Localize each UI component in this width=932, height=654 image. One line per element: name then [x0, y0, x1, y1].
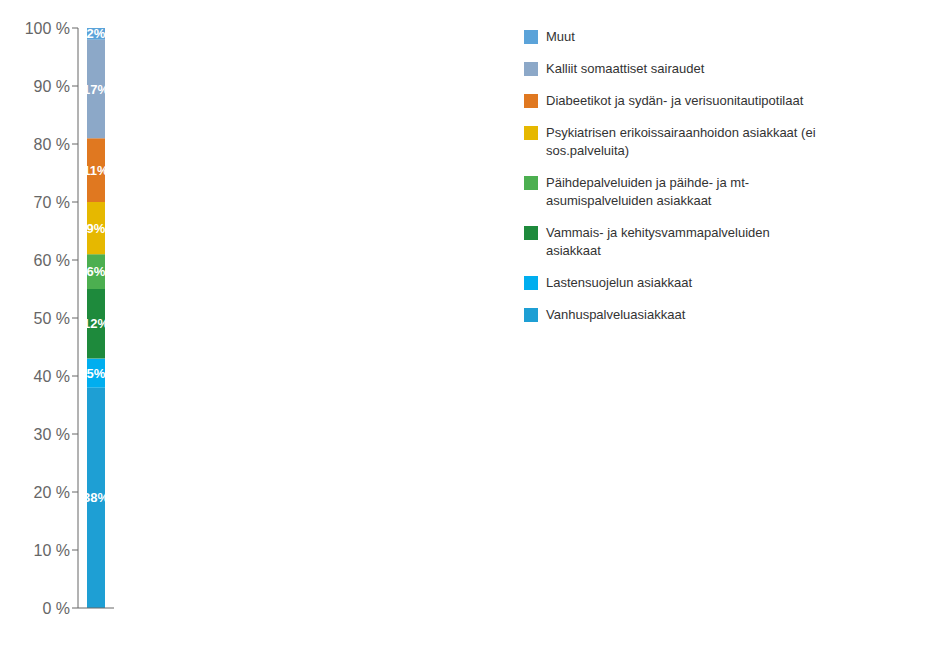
svg-text:2%: 2%: [87, 26, 106, 41]
html-text:Muut: Muut: [546, 29, 575, 44]
svg-text:12%: 12%: [83, 316, 109, 331]
svg-text:38%: 38%: [83, 490, 109, 505]
html-text:Päihdepalveluiden ja päihde- j: Päihdepalveluiden ja päihde- ja mt- asum…: [546, 175, 750, 208]
svg-text:10 %: 10 %: [34, 542, 70, 559]
html-text:Diabeetikot ja sydän- ja veris: Diabeetikot ja sydän- ja verisuonitautip…: [546, 93, 804, 108]
svg-text:70 %: 70 %: [34, 194, 70, 211]
svg-text:9%: 9%: [87, 221, 106, 236]
svg-text:17%: 17%: [83, 82, 109, 97]
svg-text:30 %: 30 %: [34, 426, 70, 443]
svg-text:5%: 5%: [87, 366, 106, 381]
svg-text:11%: 11%: [83, 163, 109, 178]
svg-text:80 %: 80 %: [34, 136, 70, 153]
html-text:Kalliit somaattiset sairaudet: Kalliit somaattiset sairaudet: [546, 61, 705, 76]
html-text:Psykiatrisen erikoissairaanhoi: Psykiatrisen erikoissairaanhoidon asiakk…: [546, 125, 816, 158]
html-text:Vammais- ja kehitysvammapalvel: Vammais- ja kehitysvammapalveluiden asia…: [546, 225, 770, 258]
svg-text:90 %: 90 %: [34, 78, 70, 95]
svg-text:0 %: 0 %: [42, 600, 70, 617]
svg-text:60 %: 60 %: [34, 252, 70, 269]
svg-text:40 %: 40 %: [34, 368, 70, 385]
html-text:Vanhuspalveluasiakkaat: Vanhuspalveluasiakkaat: [546, 307, 686, 322]
svg-text:100 %: 100 %: [25, 20, 70, 37]
svg-text:20 %: 20 %: [34, 484, 70, 501]
html-text:Lastensuojelun asiakkaat: Lastensuojelun asiakkaat: [546, 275, 692, 290]
svg-text:50 %: 50 %: [34, 310, 70, 327]
svg-text:6%: 6%: [87, 264, 106, 279]
